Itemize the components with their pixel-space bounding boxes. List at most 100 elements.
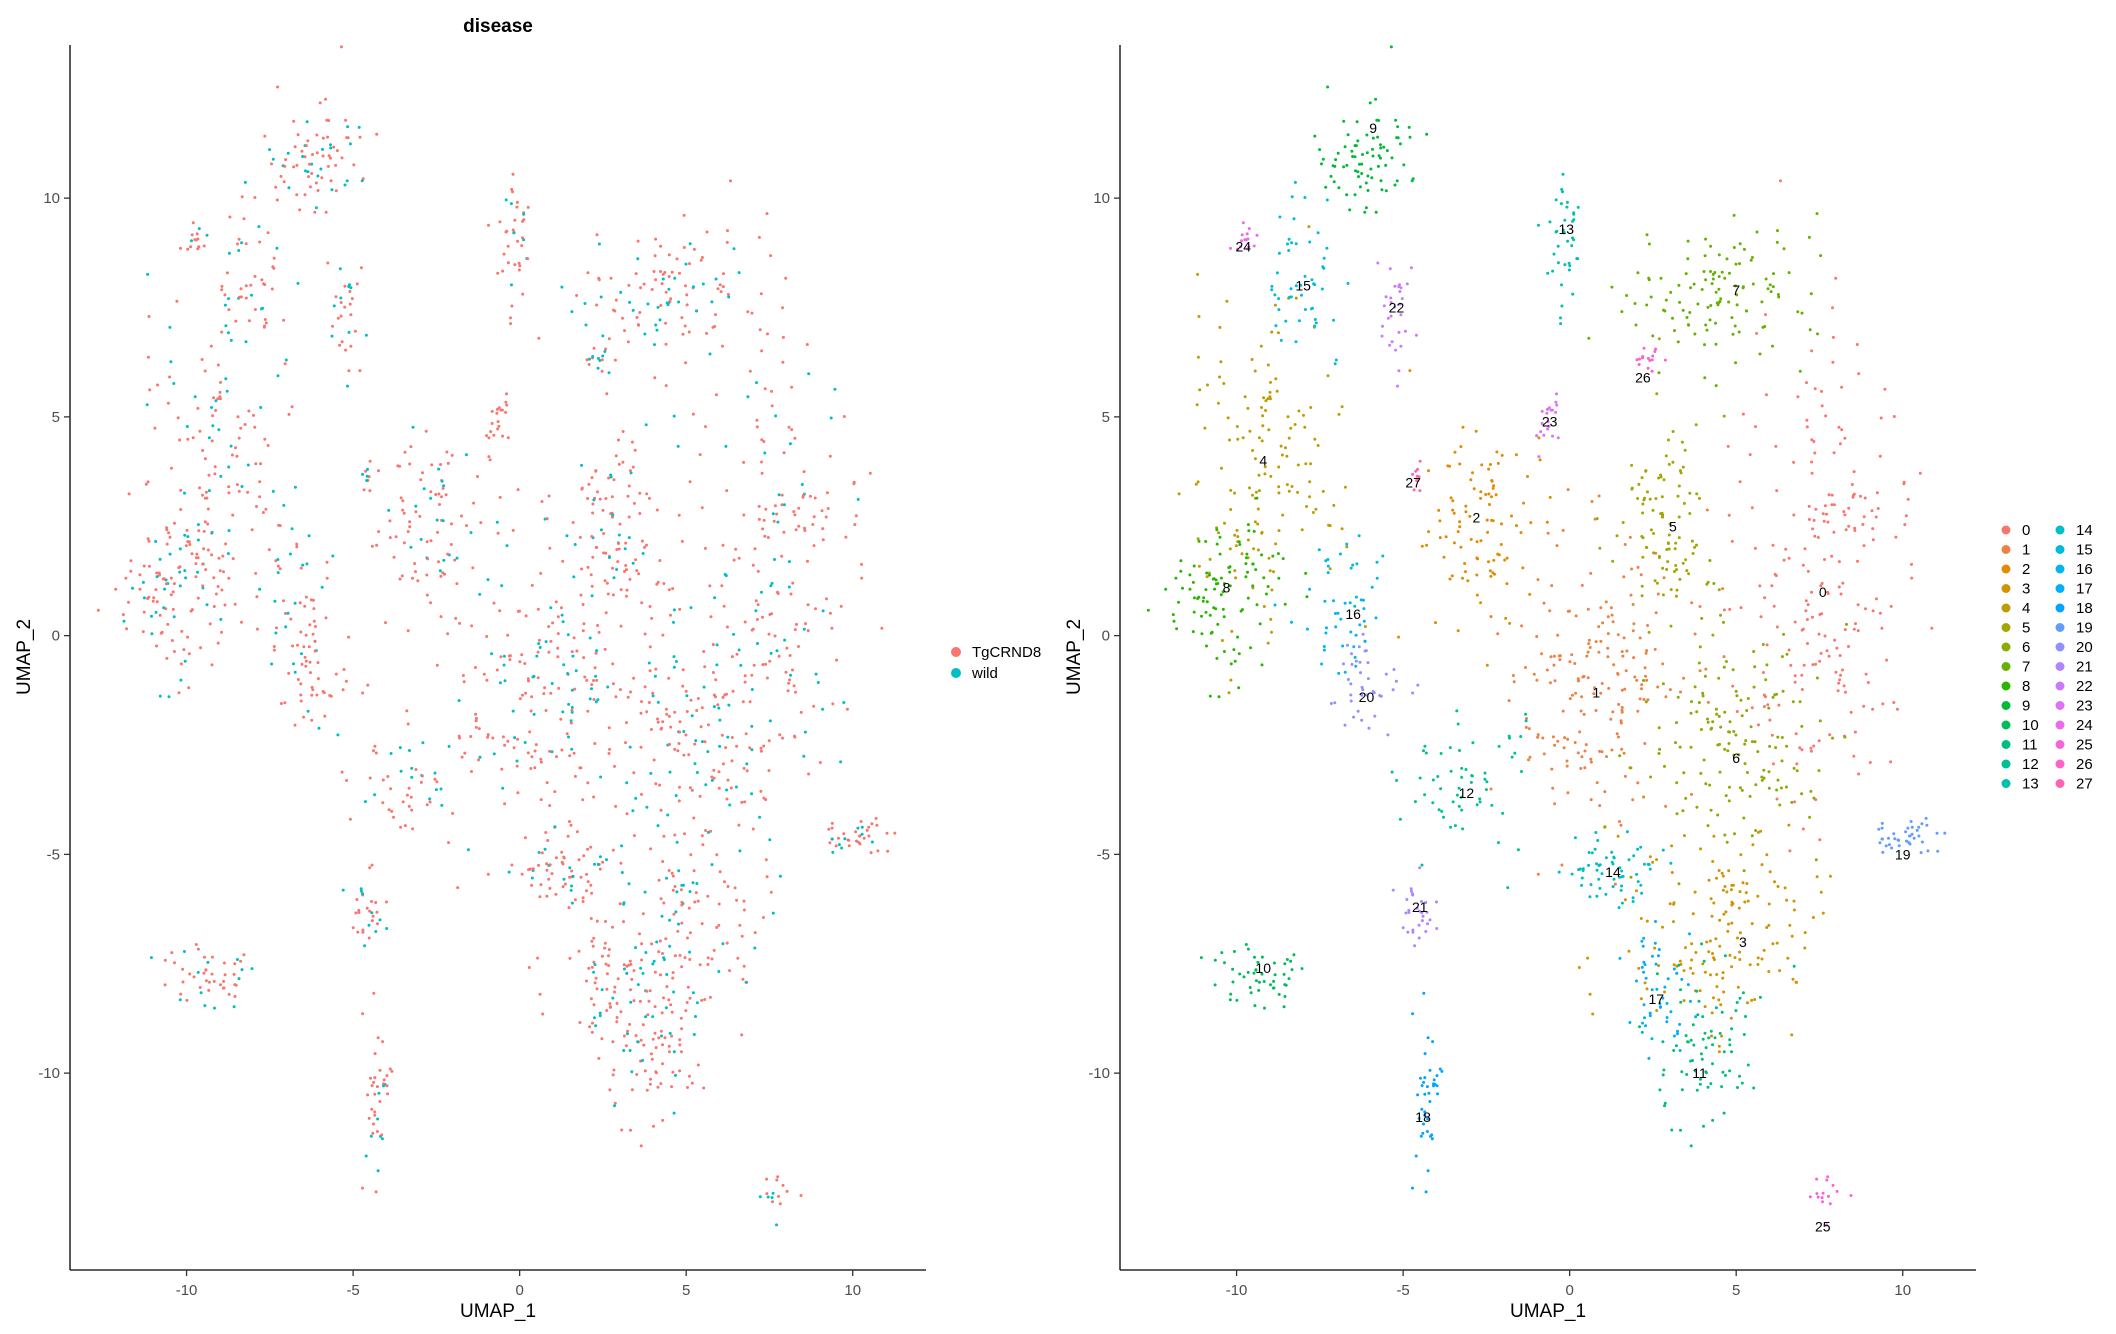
cluster-point [1708, 559, 1712, 562]
disease-point [657, 878, 661, 882]
disease-point [227, 297, 231, 301]
cluster-point [1448, 746, 1452, 750]
disease-point [601, 860, 605, 864]
cluster-point [1583, 749, 1587, 753]
cluster-point [1724, 660, 1728, 663]
cluster-point [1414, 469, 1418, 473]
cluster-point [1677, 963, 1681, 967]
disease-point [604, 497, 608, 500]
disease-point [628, 300, 632, 304]
cluster-point [1620, 747, 1624, 751]
cluster-point [1229, 246, 1232, 250]
disease-point [820, 509, 824, 513]
disease-point [640, 942, 644, 946]
cluster-point [1695, 1088, 1699, 1092]
disease-point [865, 828, 869, 832]
disease-point [438, 569, 442, 573]
cluster-point [1689, 286, 1693, 290]
cluster-point [1358, 162, 1361, 166]
disease-point [590, 965, 594, 969]
disease-point [259, 406, 263, 409]
legend-key [2055, 779, 2065, 788]
cluster-point [1240, 608, 1244, 612]
cluster-point [1290, 241, 1294, 245]
disease-point [791, 668, 794, 672]
cluster-point [1276, 552, 1280, 556]
cluster-point [1363, 625, 1367, 628]
cluster-point [1798, 700, 1802, 704]
disease-point [196, 247, 200, 251]
disease-point [655, 940, 659, 944]
disease-point [659, 244, 663, 248]
cluster-point [1661, 848, 1665, 852]
cluster-point [1723, 833, 1727, 837]
cluster-point [1834, 670, 1838, 674]
disease-point [607, 726, 611, 730]
cluster-point [1247, 529, 1251, 533]
cluster-point [1424, 901, 1428, 904]
cluster-point [1284, 446, 1287, 450]
cluster-point [1702, 270, 1706, 273]
disease-point [637, 572, 641, 576]
disease-point [741, 977, 745, 981]
cluster-point [1709, 727, 1713, 731]
disease-point [754, 609, 758, 613]
cluster-point [1423, 744, 1427, 748]
disease-point [773, 504, 777, 508]
cluster-point [1594, 831, 1598, 834]
disease-point [676, 444, 680, 448]
cluster-point [1566, 737, 1570, 741]
disease-point [592, 498, 596, 502]
disease-point [275, 246, 279, 250]
cluster-point [1546, 271, 1550, 275]
cluster-point [1725, 257, 1729, 261]
cluster-point [1360, 172, 1364, 175]
disease-point [761, 916, 765, 919]
cluster-point [1292, 217, 1296, 221]
disease-point [581, 900, 585, 903]
disease-point [186, 635, 190, 639]
cluster-point [1832, 530, 1836, 534]
disease-point [290, 527, 294, 531]
disease-point [726, 293, 730, 296]
disease-point [651, 1037, 655, 1041]
disease-point [286, 611, 290, 615]
disease-point [222, 986, 226, 990]
disease-point [672, 1111, 676, 1115]
cluster-point [1280, 453, 1284, 457]
cluster-point [1661, 566, 1665, 570]
disease-point [562, 855, 566, 859]
disease-point [264, 507, 268, 511]
disease-point [711, 643, 715, 646]
disease-point [187, 686, 191, 690]
cluster-point [1352, 645, 1356, 649]
cluster-point [1640, 687, 1643, 691]
cluster-point [1425, 1130, 1429, 1133]
cluster-point [1576, 677, 1580, 681]
disease-point [457, 699, 461, 703]
disease-point [162, 606, 166, 610]
disease-point [202, 529, 206, 533]
cluster-point [1251, 449, 1255, 452]
disease-point [243, 423, 247, 426]
cluster-point [1862, 544, 1866, 548]
cluster-point [1800, 792, 1804, 796]
disease-point [505, 544, 509, 548]
cluster-point [1641, 511, 1645, 515]
disease-point [807, 372, 811, 376]
disease-point [237, 489, 241, 493]
cluster-label: 3 [1739, 934, 1747, 950]
cluster-point [1819, 584, 1823, 588]
cluster-point [1277, 251, 1281, 255]
cluster-point [1177, 492, 1181, 496]
disease-point [659, 1029, 663, 1033]
cluster-point [1880, 826, 1884, 830]
x-tick-label: -10 [176, 1282, 198, 1299]
disease-point [536, 676, 540, 680]
disease-point [623, 547, 627, 551]
disease-point [825, 597, 828, 601]
cluster-point [1808, 328, 1812, 332]
disease-point [730, 759, 734, 763]
cluster-point [1438, 1067, 1442, 1071]
y-tick-label: 5 [1102, 409, 1110, 426]
